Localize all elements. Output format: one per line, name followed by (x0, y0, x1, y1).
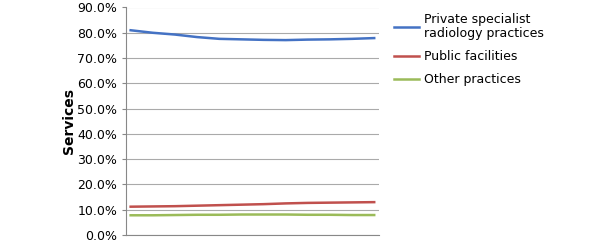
Private specialist
radiology practices (127, 29, 134, 32)
Public facilities (238, 203, 245, 206)
Legend: Private specialist
radiology practices, Public facilities, Other practices: Private specialist radiology practices, … (389, 8, 549, 91)
Public facilities (282, 202, 289, 205)
Private specialist
radiology practices (194, 36, 201, 38)
Private specialist
radiology practices (282, 38, 289, 42)
Other practices (194, 213, 201, 216)
Other practices (326, 213, 334, 216)
Other practices (127, 214, 134, 217)
Private specialist
radiology practices (216, 37, 223, 40)
Other practices (282, 213, 289, 216)
Other practices (171, 214, 178, 216)
Other practices (304, 213, 311, 216)
Private specialist
radiology practices (371, 36, 378, 40)
Public facilities (349, 201, 356, 204)
Line: Private specialist
radiology practices: Private specialist radiology practices (130, 30, 374, 40)
Private specialist
radiology practices (260, 38, 267, 41)
Other practices (371, 214, 378, 216)
Public facilities (304, 202, 311, 204)
Public facilities (216, 204, 223, 207)
Private specialist
radiology practices (304, 38, 311, 41)
Private specialist
radiology practices (171, 33, 178, 36)
Public facilities (194, 204, 201, 207)
Public facilities (371, 201, 378, 204)
Other practices (349, 214, 356, 216)
Public facilities (127, 205, 134, 208)
Line: Public facilities: Public facilities (130, 202, 374, 207)
Other practices (216, 213, 223, 216)
Other practices (149, 214, 156, 217)
Private specialist
radiology practices (238, 38, 245, 41)
Private specialist
radiology practices (326, 38, 334, 41)
Other practices (238, 213, 245, 216)
Other practices (260, 213, 267, 216)
Line: Other practices: Other practices (130, 214, 374, 215)
Private specialist
radiology practices (349, 37, 356, 40)
Public facilities (326, 201, 334, 204)
Public facilities (171, 205, 178, 208)
Y-axis label: Services: Services (62, 88, 76, 154)
Private specialist
radiology practices (149, 31, 156, 34)
Public facilities (149, 205, 156, 208)
Public facilities (260, 203, 267, 206)
